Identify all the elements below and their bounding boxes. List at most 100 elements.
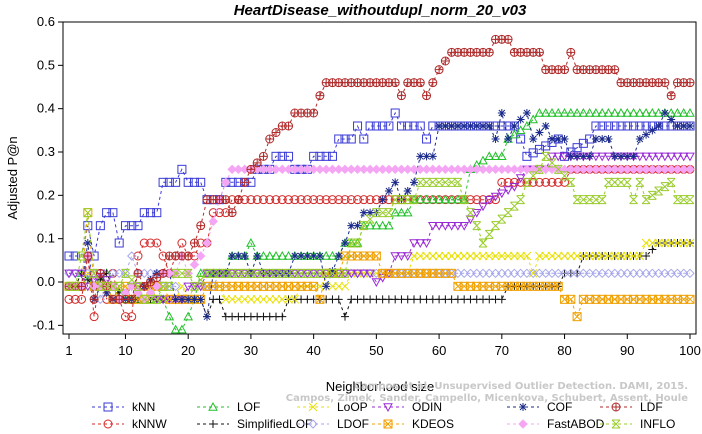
point-simplifiedlof-44 [334, 295, 343, 304]
legend-marker [383, 403, 393, 413]
x-tick-label: 10 [118, 343, 132, 358]
point-fastabod-94 [647, 164, 658, 175]
point-inflo-77 [541, 151, 551, 161]
point-lof-17 [164, 311, 175, 321]
point-loop-59 [428, 251, 438, 261]
point-fastabod-44 [334, 164, 344, 175]
legend-item-odin: ODIN [372, 400, 442, 414]
point-inflo-8 [108, 281, 118, 291]
point-ldof-99 [679, 268, 689, 279]
point-ldof-71 [503, 268, 513, 279]
point-loop-58 [422, 251, 431, 261]
point-knn-90 [622, 121, 632, 131]
point-odin-86 [597, 152, 608, 162]
point-cof-68 [485, 122, 494, 130]
point-loop-95 [654, 238, 663, 248]
point-lof-52 [384, 220, 394, 230]
legend-item-loop: LoOP [297, 400, 368, 414]
point-knnw-43 [327, 195, 337, 205]
point-knn-9 [114, 238, 124, 248]
x-tick-label: 80 [557, 343, 571, 358]
point-cof-83 [579, 152, 588, 161]
point-fastabod-55 [403, 164, 413, 175]
point-cof-38 [297, 252, 306, 260]
point-ldf-5 [89, 294, 99, 304]
watermark-citation: Campos et al. Unsupervised Outlier Detec… [353, 381, 688, 392]
point-cof-57 [416, 152, 425, 161]
point-knn-88 [610, 121, 620, 131]
point-ldf-33 [265, 134, 275, 144]
point-knnw-35 [277, 195, 287, 205]
point-knn-40 [309, 151, 319, 161]
point-knnw-41 [315, 195, 325, 205]
point-ldf-14 [146, 277, 156, 287]
point-cof-58 [422, 152, 431, 161]
point-cof-29 [240, 252, 249, 260]
point-inflo-76 [535, 164, 544, 174]
point-fastabod-37 [290, 164, 300, 175]
point-knnw-39 [302, 195, 312, 205]
point-ldf-13 [139, 281, 149, 291]
point-inflo-5 [89, 268, 99, 278]
point-fastabod-98 [672, 164, 683, 175]
point-cof-37 [290, 252, 299, 260]
legend-marker [308, 419, 318, 429]
point-cof-85 [591, 135, 600, 143]
point-knn-16 [158, 177, 168, 187]
point-knnw-13 [139, 238, 149, 248]
series-knn [64, 108, 695, 261]
point-ldf-97 [666, 91, 676, 101]
legend-marker [518, 419, 528, 429]
point-ldf-29 [240, 177, 250, 187]
point-simplifiedlof-35 [278, 312, 287, 321]
point-inflo-16 [158, 281, 168, 291]
x-tick-label: 50 [369, 343, 383, 358]
point-kdeos-79 [553, 281, 563, 291]
point-cof-60 [435, 122, 444, 130]
point-inflo-19 [177, 268, 187, 278]
point-loop-62 [447, 251, 456, 261]
point-cof-80 [560, 135, 569, 143]
series-line-knn [69, 111, 690, 257]
point-loop-29 [240, 294, 249, 304]
point-loop-88 [610, 251, 620, 261]
point-inflo-74 [522, 177, 532, 187]
point-fastabod-61 [440, 164, 451, 175]
point-cof-28 [234, 252, 243, 260]
point-fastabod-97 [666, 164, 676, 175]
legend-label: SimplifiedLOF [237, 417, 312, 431]
point-cof-48 [359, 208, 368, 217]
point-ldf-26 [221, 195, 231, 205]
point-cof-75 [529, 135, 538, 143]
point-inflo-97 [666, 177, 676, 187]
legend-item-simplifiedlof: SimplifiedLOF [197, 417, 312, 431]
point-inflo-3 [77, 251, 86, 261]
point-loop-73 [516, 251, 525, 261]
point-cof-89 [617, 152, 625, 161]
point-inflo-73 [516, 195, 525, 205]
point-inflo-49 [365, 214, 375, 224]
point-fastabod-87 [603, 164, 614, 175]
point-lof-54 [396, 207, 407, 217]
point-fastabod-77 [541, 164, 551, 175]
point-fastabod-69 [490, 164, 501, 175]
point-ldof-88 [610, 268, 620, 279]
point-fastabod-91 [628, 164, 639, 175]
point-ldf-30 [246, 164, 256, 174]
point-lof-98 [672, 107, 683, 117]
point-fastabod-34 [271, 164, 281, 175]
point-knnw-14 [146, 238, 156, 248]
point-odin-39 [302, 269, 313, 279]
point-inflo-36 [284, 268, 293, 278]
point-loop-83 [579, 251, 588, 261]
point-fastabod-67 [478, 164, 488, 175]
point-ldf-16 [158, 268, 168, 278]
point-knnw-10 [120, 312, 130, 322]
point-knn-51 [378, 121, 388, 131]
point-lof-60 [434, 194, 444, 204]
point-knn-93 [641, 121, 651, 131]
point-lof-76 [534, 107, 545, 117]
point-fastabod-63 [453, 164, 463, 175]
point-odin-96 [660, 152, 670, 162]
point-loop-63 [453, 251, 463, 261]
